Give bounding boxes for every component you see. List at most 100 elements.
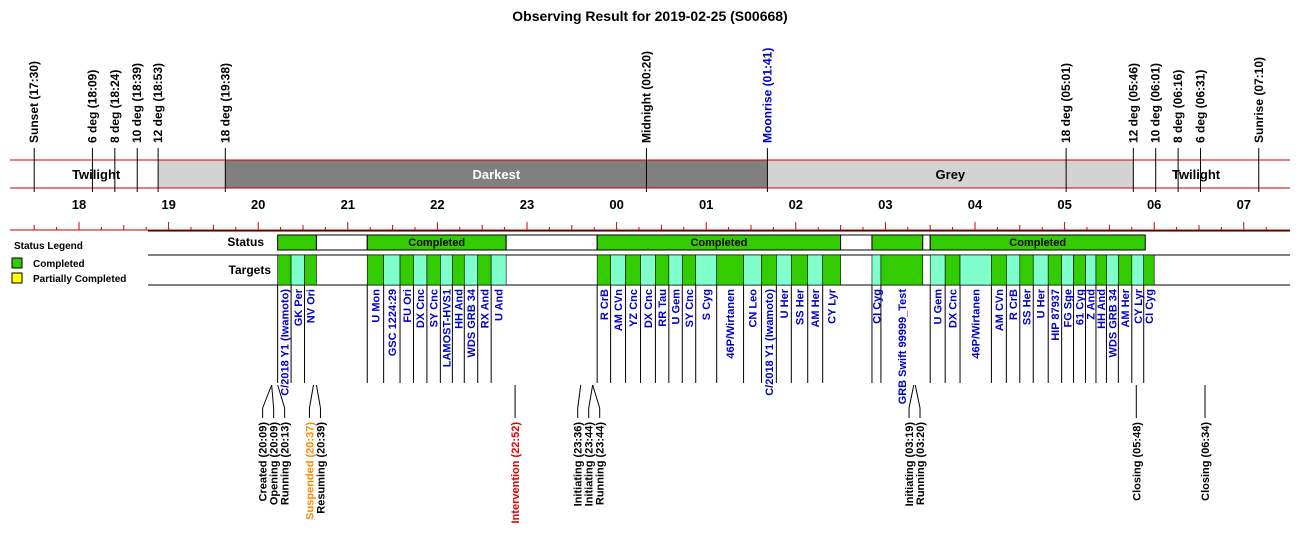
target-label: DX Cnc [415,289,427,328]
sun-event-label: 10 deg (18:39) [130,63,144,143]
sky-band-label: Darkest [473,167,521,182]
hour-tick-label: 19 [161,197,175,212]
target-block [761,254,777,286]
event-label: Suspended (20:37) [304,422,316,520]
sky-band [225,160,768,188]
target-block [655,254,670,286]
target-block [399,254,414,286]
target-label: SS Her [1022,288,1034,325]
target-block [304,254,317,286]
event-connector [908,384,915,409]
target-block [440,254,453,286]
event-connector [262,384,273,409]
target-block [944,254,961,286]
target-block [1061,254,1074,286]
sun-event-label: Sunset (17:30) [27,61,41,143]
target-label: Z And [1086,289,1098,320]
target-block [959,254,992,286]
target-block [668,254,683,286]
hour-tick-label: 03 [878,197,892,212]
target-label: U Her [779,288,791,318]
target-label: WDS GRB 34 [1107,288,1119,357]
hour-tick-label: 04 [968,197,983,212]
target-block [277,254,292,286]
sun-event-label: 8 deg (06:16) [1171,70,1185,143]
target-block [880,254,924,286]
target-label: CY Lyr [827,288,839,324]
sun-event-label: 18 deg (19:38) [218,63,232,143]
target-block [477,254,492,286]
sun-event-label: 12 deg (05:46) [1126,63,1140,143]
target-label: U Gem [933,289,945,325]
target-label: R CrB [1008,289,1020,320]
hour-tick-label: 07 [1237,197,1251,212]
target-blocks [277,254,1155,383]
target-label: CI Cyg [1144,289,1156,324]
target-block [1019,254,1034,286]
hour-tick-label: 00 [609,197,623,212]
event-label: Closing (06:34) [1200,422,1212,501]
target-label: HIP 87937 [1050,289,1062,341]
sun-event-label: 6 deg (06:31) [1194,70,1208,143]
target-block [413,254,428,286]
target-label: FG Sge [1063,289,1075,328]
target-block [695,254,717,286]
legend-swatch [11,272,23,284]
target-block [776,254,792,286]
event-label: Intervention (22:52) [510,422,522,524]
event-label: Running (03:20) [915,422,927,505]
legend-label: Partially Completed [33,274,126,285]
target-block [743,254,762,286]
target-block [1006,254,1021,286]
sky-band-label: Twilight [72,167,121,182]
sky-band-label: Twilight [1172,167,1221,182]
event-label: Opening (20:09) [269,422,281,505]
status-blocks: Completed Completed Completed [277,234,1146,251]
target-label: AM Her [1120,288,1132,327]
status-block [871,234,924,251]
target-block [716,254,744,286]
target-label: R CrB [599,289,611,320]
target-block [1085,254,1097,286]
target-label: FU Ori [402,289,414,323]
status-block [840,234,873,251]
target-label: DX Cnc [948,289,960,328]
hour-tick-label: 21 [341,197,355,212]
status-block [922,234,931,251]
target-label: RR Tau [657,289,669,327]
target-label: CI Cyg [871,289,883,324]
target-block [490,254,507,286]
target-block [822,254,841,286]
target-label: 61 Cyg [1075,289,1087,325]
target-label: SY Cnc [429,289,441,327]
event-connector [308,384,314,409]
event-connector [592,384,601,409]
event-label: Running (23:44) [595,422,607,505]
target-label: 46P/Wirtanen [971,289,983,359]
target-block [871,254,882,286]
target-block [640,254,656,286]
status-block-label: Completed [690,237,747,249]
target-label: U Her [1036,288,1048,318]
target-label: AM Her [810,288,822,327]
sun-event-label: 6 deg (18:09) [85,70,99,143]
target-label: GRB Swift 99999_Test [897,289,909,405]
target-block [681,254,697,286]
target-label: HH And [1096,289,1108,329]
target-block [1131,254,1145,286]
target-label: U And [494,289,506,321]
target-block [426,254,441,286]
target-block [625,254,641,286]
target-block [1118,254,1133,286]
target-block [596,254,611,286]
target-block [463,254,479,286]
target-label: C/2018 Y1 (Iwamoto) [279,289,291,396]
target-label: NV Ori [305,289,317,323]
event-labels: Created (20:09) Opening (20:09) Running (2… [258,384,1212,524]
sky-band-label: Grey [936,167,966,182]
target-label: AM CVn [613,289,625,331]
legend-label: Completed [33,259,85,270]
sun-event-labels: Sunset (17:30) 6 deg (18:09) 8 deg (18:24)… [27,48,1266,192]
event-label: Closing (05:48) [1131,422,1143,501]
